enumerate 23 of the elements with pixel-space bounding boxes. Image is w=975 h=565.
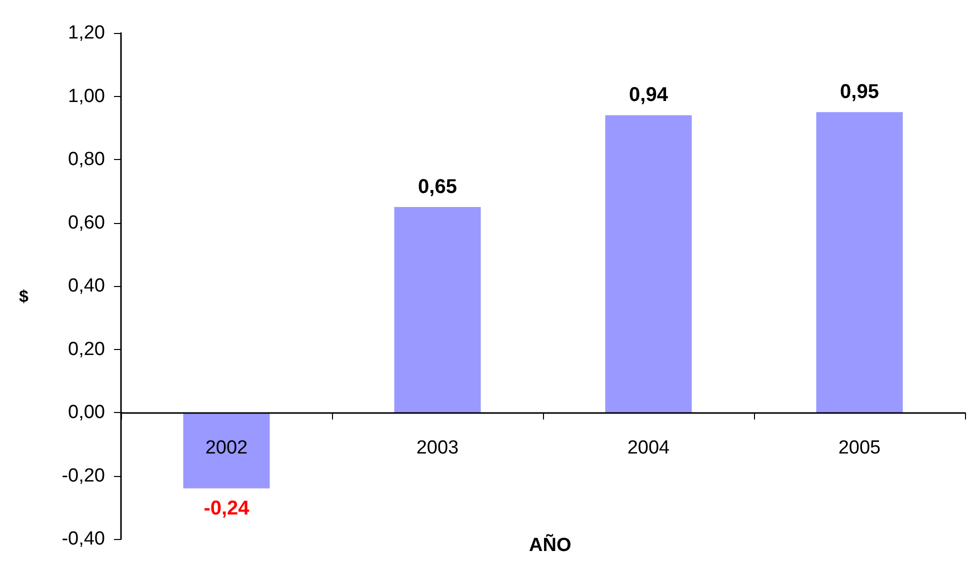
x-tick-label: 2002	[205, 438, 248, 458]
y-tick-label: 0,20	[68, 338, 105, 360]
x-tick-label: 2003	[416, 438, 459, 458]
bar	[183, 412, 270, 488]
y-tick-label: -0,40	[62, 528, 105, 550]
data-label: 0,65	[418, 176, 457, 198]
y-tick-label: 0,60	[68, 212, 105, 234]
y-tick-label: 0,40	[68, 276, 105, 296]
x-tick-label: 2004	[627, 438, 670, 458]
y-tick-label: 0,00	[68, 402, 105, 423]
y-axis-title: $	[19, 287, 29, 306]
x-tick-label: 2005	[838, 438, 881, 458]
y-tick-label: -0,20	[62, 465, 105, 486]
y-tick-label: 1,20	[68, 22, 105, 44]
y-tick-label: 0,80	[68, 149, 105, 170]
bar	[394, 206, 481, 412]
x-axis-title: AÑO	[529, 534, 572, 556]
y-tick-label: 1,00	[68, 86, 105, 107]
data-label: 0,95	[840, 81, 879, 104]
bar	[605, 115, 692, 412]
bar	[816, 112, 903, 412]
data-label: -0,24	[204, 497, 250, 520]
data-label: 0,94	[629, 84, 669, 106]
